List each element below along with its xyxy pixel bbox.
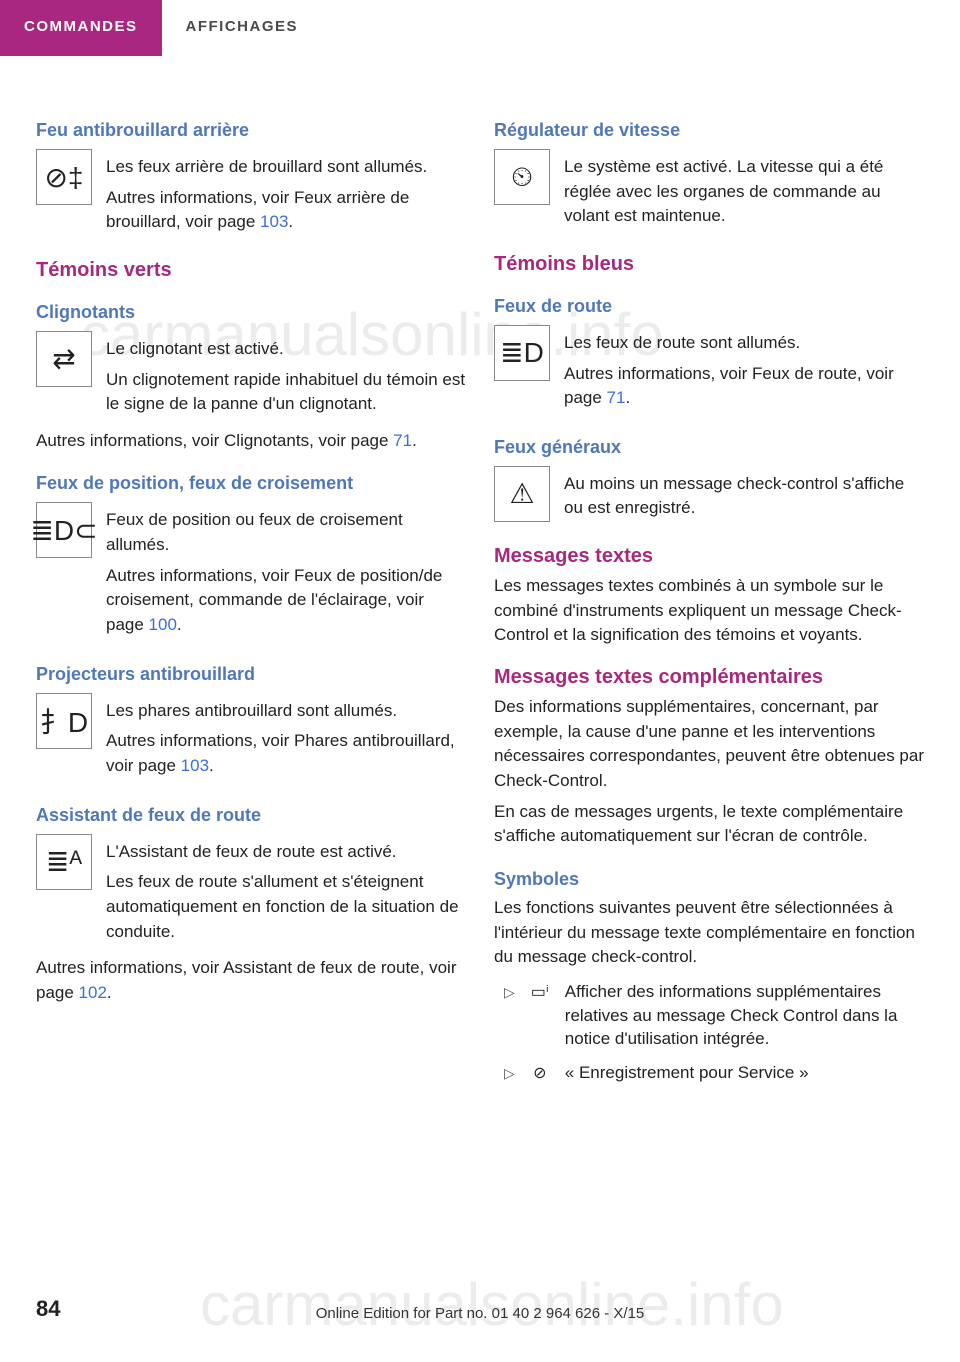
text: Autres informations, voir Assistant de f… (36, 956, 466, 1005)
text-part: Autres informations, voir Feux arrière d… (106, 188, 409, 232)
high-beam-icon: ≣D (494, 325, 550, 381)
block-high-beam: ≣D Les feux de route sont allumés. Autre… (494, 325, 924, 417)
text: Les feux arrière de brouillard sont allu… (106, 155, 466, 180)
text: Les feux de route s'allument et s'éteign… (106, 870, 466, 944)
bullet-item: ▷ ⊘ « Enregistrement pour Service » (504, 1061, 924, 1085)
text-part: . (177, 615, 182, 634)
tab-affichages: AFFICHAGES (162, 0, 323, 56)
turn-signal-icon: ⇄ (36, 331, 92, 387)
heading-messages-textes: Messages textes (494, 545, 924, 568)
position-lights-text: Feux de position ou feux de croisement a… (106, 502, 466, 643)
text: Autres informations, voir Feux de route,… (564, 362, 924, 411)
cruise-control-icon: ⏲ (494, 149, 550, 205)
text: Le clignotant est activé. (106, 337, 466, 362)
fog-rear-text: Les feux arrière de brouillard sont allu… (106, 149, 466, 241)
heading-feux-position: Feux de position, feux de croisement (36, 473, 466, 494)
fog-rear-icon: ⊘‡ (36, 149, 92, 205)
page-ref[interactable]: 102 (79, 983, 107, 1002)
text: Un clignotement rapide inhabituel du tém… (106, 368, 466, 417)
left-column: Feu antibrouillard arrière ⊘‡ Les feux a… (36, 100, 466, 1085)
heading-temoins-bleus: Témoins bleus (494, 253, 924, 276)
bullet-text: Afficher des informations supplémentaire… (565, 980, 924, 1051)
heading-projecteurs-antibrouillard: Projecteurs antibrouillard (36, 664, 466, 685)
service-icon: ⊘ (525, 1061, 555, 1085)
text: Les feux de route sont allumés. (564, 331, 924, 356)
text: Au moins un message check-control s'affi… (564, 472, 924, 521)
heading-temoins-verts: Témoins verts (36, 259, 466, 282)
text: Des informations supplémentaires, concer… (494, 695, 924, 794)
text-part: Autres informations, voir Clignotants, v… (36, 431, 393, 450)
text: Autres informations, voir Feux de positi… (106, 564, 466, 638)
text-part: . (288, 212, 293, 231)
cruise-control-text: Le système est activé. La vitesse qui a … (564, 149, 924, 235)
info-box-icon: ▭ⁱ (525, 980, 555, 1051)
text: Autres informations, voir Feux arrière d… (106, 186, 466, 235)
block-fog-lights: 扌D Les phares antibrouillard sont allumé… (36, 693, 466, 785)
heading-feux-route: Feux de route (494, 296, 924, 317)
highbeam-assist-text: L'Assistant de feux de route est activé.… (106, 834, 466, 951)
heading-regulateur-vitesse: Régulateur de vitesse (494, 120, 924, 141)
position-lights-icon: ≣D⊂ (36, 502, 92, 558)
text-part: Autres informations, voir Phares antibro… (106, 731, 455, 775)
block-general-warning: ⚠ Au moins un message check-control s'af… (494, 466, 924, 527)
page-ref[interactable]: 100 (149, 615, 177, 634)
text: Feux de position ou feux de croisement a… (106, 508, 466, 557)
block-cruise-control: ⏲ Le système est activé. La vitesse qui … (494, 149, 924, 235)
bullet-marker-icon: ▷ (504, 980, 515, 1051)
text-part: . (209, 756, 214, 775)
right-column: Régulateur de vitesse ⏲ Le système est a… (494, 100, 924, 1085)
heading-feu-antibrouillard-arriere: Feu antibrouillard arrière (36, 120, 466, 141)
text: Les fonctions suivantes peuvent être sél… (494, 896, 924, 970)
heading-clignotants: Clignotants (36, 302, 466, 323)
general-warning-text: Au moins un message check-control s'affi… (564, 466, 924, 527)
block-turn-signal: ⇄ Le clignotant est activé. Un clignotem… (36, 331, 466, 423)
fog-lights-text: Les phares antibrouillard sont allumés. … (106, 693, 466, 785)
page-ref[interactable]: 71 (607, 388, 626, 407)
heading-feux-generaux: Feux généraux (494, 437, 924, 458)
high-beam-text: Les feux de route sont allumés. Autres i… (564, 325, 924, 417)
text: En cas de messages urgents, le texte com… (494, 800, 924, 849)
text-part: . (412, 431, 417, 450)
tab-commandes: COMMANDES (0, 0, 162, 56)
page-ref[interactable]: 103 (181, 756, 209, 775)
bullet-marker-icon: ▷ (504, 1061, 515, 1085)
bullet-item: ▷ ▭ⁱ Afficher des informations supplémen… (504, 980, 924, 1051)
text: Le système est activé. La vitesse qui a … (564, 155, 924, 229)
page-header: COMMANDES AFFICHAGES (0, 0, 960, 56)
text-part: . (625, 388, 630, 407)
page-ref[interactable]: 103 (260, 212, 288, 231)
block-position-lights: ≣D⊂ Feux de position ou feux de croiseme… (36, 502, 466, 643)
warning-triangle-icon: ⚠ (494, 466, 550, 522)
heading-messages-textes-compl: Messages textes complémentaires (494, 666, 924, 689)
page-content: Feu antibrouillard arrière ⊘‡ Les feux a… (0, 56, 960, 1085)
bullet-text: « Enregistrement pour Service » (565, 1061, 924, 1085)
text: Les messages textes combinés à un symbol… (494, 574, 924, 648)
footer-text: Online Edition for Part no. 01 40 2 964 … (0, 1305, 960, 1322)
block-fog-rear: ⊘‡ Les feux arrière de brouillard sont a… (36, 149, 466, 241)
heading-symboles: Symboles (494, 869, 924, 890)
page-ref[interactable]: 71 (393, 431, 412, 450)
text: Autres informations, voir Clignotants, v… (36, 429, 466, 454)
turn-signal-text: Le clignotant est activé. Un clignotemen… (106, 331, 466, 423)
text: Les phares antibrouillard sont allumés. (106, 699, 466, 724)
block-highbeam-assist: ≣ᴬ L'Assistant de feux de route est acti… (36, 834, 466, 951)
text-part: . (107, 983, 112, 1002)
text: L'Assistant de feux de route est activé. (106, 840, 466, 865)
heading-assistant-feux-route: Assistant de feux de route (36, 805, 466, 826)
fog-lights-icon: 扌D (36, 693, 92, 749)
highbeam-assist-icon: ≣ᴬ (36, 834, 92, 890)
text: Autres informations, voir Phares antibro… (106, 729, 466, 778)
